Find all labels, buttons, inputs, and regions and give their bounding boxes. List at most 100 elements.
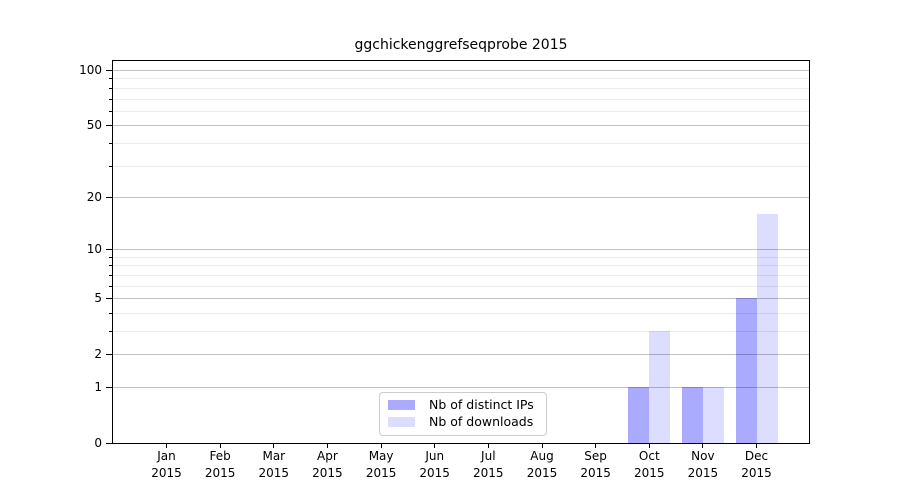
grid-line-major	[113, 125, 809, 127]
grid-line-minor	[113, 78, 809, 80]
legend: Nb of distinct IPs Nb of downloads	[379, 392, 547, 436]
x-axis-tick	[648, 444, 650, 448]
x-axis-year-label: 2015	[741, 465, 772, 480]
x-axis-month-label: Sep	[584, 449, 607, 463]
grid-line-minor	[113, 98, 809, 100]
grid-line-minor	[113, 110, 809, 112]
y-axis-minor-tick	[109, 285, 112, 287]
x-axis-tick	[380, 444, 382, 448]
legend-item-label: Nb of downloads	[429, 414, 534, 429]
x-axis-year-label: 2015	[634, 465, 665, 480]
chart-title: ggchickenggrefseqprobe 2015	[354, 37, 568, 53]
bar-distinct-ips	[681, 386, 703, 443]
x-axis-month-label: Jan	[157, 449, 176, 463]
x-axis-tick-label: Mar 2015	[244, 448, 304, 481]
grid-line-major	[113, 354, 809, 356]
x-axis-tick-label: Jun 2015	[405, 448, 465, 481]
bar-downloads	[649, 330, 671, 443]
x-axis-year-label: 2015	[258, 465, 290, 480]
legend-swatch-distinct-ips	[388, 400, 415, 410]
x-axis-month-label: May	[368, 449, 394, 463]
grid-line-minor	[113, 165, 809, 167]
y-axis-tick	[106, 125, 112, 127]
y-axis-minor-tick	[109, 274, 112, 276]
x-axis-tick-label: Apr 2015	[297, 448, 357, 481]
y-axis-tick	[106, 354, 112, 356]
y-axis-minor-tick	[109, 312, 112, 314]
x-axis-year-label: 2015	[687, 465, 719, 480]
x-axis-month-label: Apr	[317, 449, 338, 463]
y-axis-minor-tick	[109, 265, 112, 267]
legend-swatch-downloads	[388, 417, 415, 427]
x-axis-tick	[702, 444, 704, 448]
y-axis-minor-tick	[109, 256, 112, 258]
grid-line-major	[113, 70, 809, 71]
y-axis-tick	[106, 298, 112, 300]
x-axis-tick	[487, 444, 489, 448]
legend-item: Nb of distinct IPs	[388, 398, 534, 412]
grid-line-minor	[113, 265, 809, 267]
grid-line-minor	[113, 274, 809, 276]
x-axis-month-label: Feb	[209, 449, 231, 463]
x-axis-tick-label: Nov 2015	[673, 448, 733, 481]
grid-line-minor	[113, 312, 809, 314]
x-axis-month-label: Dec	[744, 449, 769, 463]
y-axis-minor-tick	[109, 142, 112, 144]
x-axis-month-label: Jul	[481, 449, 496, 463]
y-axis-tick-label: 100	[79, 63, 102, 77]
x-axis-tick	[273, 444, 275, 448]
x-axis-tick-label: Jan 2015	[137, 448, 197, 481]
x-axis-tick-label: May 2015	[351, 448, 411, 481]
x-axis-tick-label: Jul 2015	[458, 448, 518, 481]
plot-area: Nb of distinct IPs Nb of downloads	[112, 60, 810, 444]
x-axis-year-label: 2015	[151, 465, 182, 480]
y-axis-tick	[106, 196, 112, 198]
grid-line-major	[113, 196, 809, 198]
y-axis-minor-tick	[109, 87, 112, 89]
x-axis-year-label: 2015	[580, 465, 611, 480]
x-axis-tick	[219, 444, 221, 448]
y-axis-tick	[106, 443, 112, 444]
grid-line-minor	[113, 87, 809, 89]
x-axis-year-label: 2015	[419, 465, 450, 480]
y-axis-tick-label: 20	[86, 189, 102, 204]
bar-distinct-ips	[628, 386, 650, 443]
grid-line-minor	[113, 331, 809, 332]
y-axis-tick-label: 10	[86, 242, 102, 257]
y-axis-minor-tick	[109, 78, 112, 80]
y-axis-tick	[106, 70, 112, 71]
y-axis-tick-label: 1	[94, 380, 102, 394]
y-axis-tick	[106, 387, 112, 388]
x-axis-tick-label: Sep 2015	[566, 448, 626, 481]
x-axis-month-label: Aug	[530, 449, 554, 463]
x-axis-tick	[434, 444, 436, 448]
y-axis-tick-label: 5	[94, 291, 102, 306]
legend-item-label: Nb of distinct IPs	[429, 397, 534, 412]
x-axis-tick	[541, 444, 543, 448]
y-axis-minor-tick	[109, 110, 112, 112]
x-axis-year-label: 2015	[473, 465, 504, 480]
y-axis-minor-tick	[109, 98, 112, 100]
x-axis-year-label: 2015	[365, 465, 397, 480]
x-axis-year-label: 2015	[204, 465, 236, 480]
x-axis-year-label: 2015	[526, 465, 558, 480]
x-axis-tick	[326, 444, 328, 448]
y-axis-tick-label: 50	[86, 118, 102, 133]
x-axis-tick-label: Dec 2015	[727, 448, 787, 481]
x-axis-month-label: Oct	[638, 449, 660, 463]
x-axis-tick	[595, 444, 597, 448]
bar-downloads	[756, 214, 778, 443]
grid-line-minor	[113, 142, 809, 144]
grid-line-major	[113, 387, 809, 388]
grid-line-major	[113, 298, 809, 300]
grid-line-minor	[113, 256, 809, 258]
x-axis-tick-label: Aug 2015	[512, 448, 572, 481]
bar-downloads	[702, 386, 724, 443]
x-axis-tick	[756, 444, 757, 448]
y-axis-tick	[106, 249, 112, 251]
x-axis-tick-label: Oct 2015	[619, 448, 679, 481]
x-axis-month-label: Mar	[262, 449, 286, 463]
grid-line-major	[113, 249, 809, 251]
y-axis-minor-tick	[109, 165, 112, 167]
